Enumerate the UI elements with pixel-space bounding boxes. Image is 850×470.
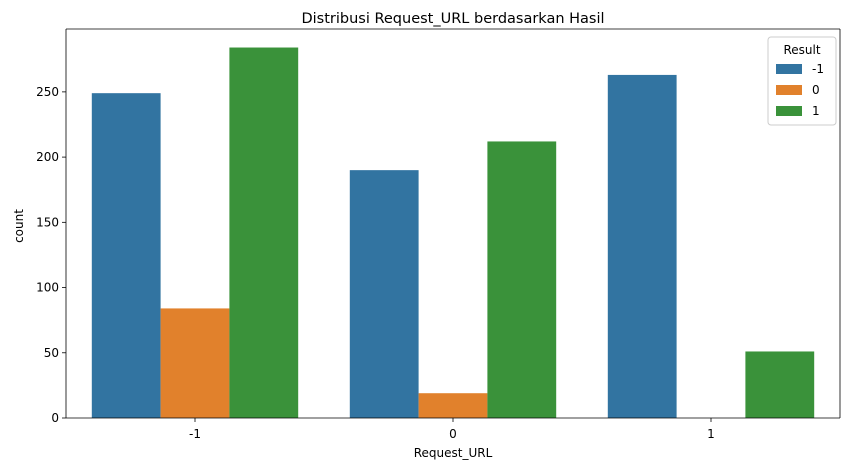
chart-title: Distribusi Request_URL berdasarkan Hasil — [301, 11, 604, 27]
bar--1-result-0 — [160, 308, 230, 418]
y-tick-label-50: 50 — [44, 346, 59, 360]
plot-area: 0 50 100 150 200 250 -1 0 1 — [36, 28, 841, 441]
legend-label--1: -1 — [812, 62, 824, 76]
y-axis-title: count — [12, 209, 26, 243]
bar-1-result-1 — [745, 351, 815, 418]
y-tick-label-150: 150 — [36, 215, 59, 229]
legend-title: Result — [783, 43, 820, 57]
x-axis-title: Request_URL — [414, 446, 493, 460]
bar-0-result--1 — [349, 170, 419, 418]
legend-swatch--1 — [776, 64, 802, 74]
bar-1-result--1 — [607, 74, 677, 419]
legend-swatch-0 — [776, 85, 802, 95]
y-tick-label-0: 0 — [51, 411, 59, 425]
legend-items: -1 0 1 — [776, 62, 824, 118]
x-tick-label--1: -1 — [189, 427, 201, 441]
bar--1-result--1 — [91, 93, 161, 419]
y-tick-label-100: 100 — [36, 281, 59, 295]
bar-0-result-0 — [418, 393, 488, 418]
legend-swatch-1 — [776, 106, 802, 116]
y-tick-label-250: 250 — [36, 85, 59, 99]
bar-0-result-1 — [487, 141, 557, 418]
legend-frame — [767, 36, 837, 126]
legend-label-0: 0 — [812, 83, 820, 97]
y-tick-label-200: 200 — [36, 150, 59, 164]
x-tick-label-1: 1 — [707, 427, 715, 441]
legend: Result -1 0 1 — [767, 36, 837, 126]
x-tick-label-0: 0 — [449, 427, 457, 441]
bar--1-result-1 — [229, 47, 299, 419]
legend-label-1: 1 — [812, 104, 820, 118]
